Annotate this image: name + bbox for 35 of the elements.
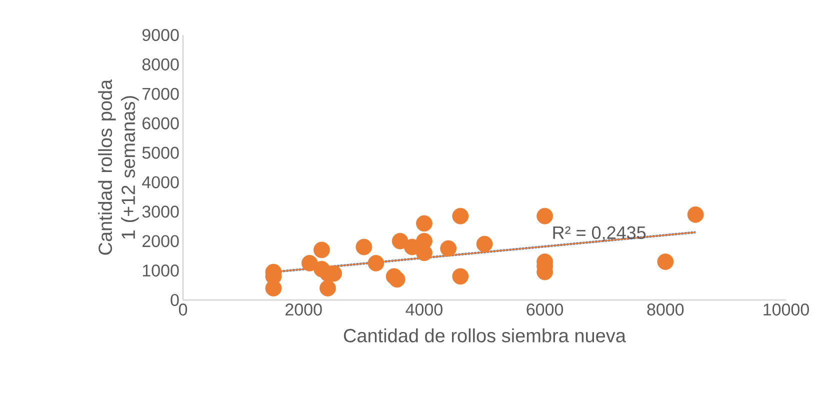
point (452, 208, 469, 224)
x-tick-label: 10000 (764, 304, 809, 316)
point (476, 236, 493, 252)
point (416, 215, 432, 232)
point (687, 206, 704, 223)
y-tick-label: 7000 (142, 88, 179, 100)
y-tick-label: 6000 (142, 117, 179, 130)
point (657, 254, 674, 270)
point (368, 254, 384, 272)
point (388, 271, 406, 288)
y-tick-label: 5000 (142, 146, 179, 159)
x-tick-label: 8000 (647, 304, 684, 316)
y-axis-title: Cantidad rollos poda 1 (+12 semanas) (98, 79, 139, 255)
y-tick-label: 3000 (142, 206, 179, 218)
point (313, 242, 330, 258)
point (452, 268, 469, 285)
y-tick-label: 4000 (142, 176, 179, 188)
x-tick-label: 0 (178, 304, 188, 316)
x-tick-label: 6000 (526, 304, 564, 316)
x-axis-title: Cantidad de rollos siembra nueva (344, 328, 626, 342)
y-tick-label: 1000 (142, 264, 179, 277)
point (536, 208, 553, 224)
y-tick-label: 2000 (142, 235, 179, 248)
point (320, 280, 336, 296)
point (265, 280, 282, 296)
y-tick-label: 9000 (142, 28, 179, 42)
point (301, 254, 318, 272)
point (356, 238, 372, 256)
point (392, 232, 408, 250)
x-tick-label: 4000 (406, 304, 442, 316)
annotation: R² = 0,2435 (553, 226, 646, 242)
y-tick-label: 0 (170, 294, 179, 306)
point (440, 240, 457, 257)
x-tick-label: 2000 (286, 304, 322, 316)
y-tick-label: 8000 (142, 58, 179, 70)
